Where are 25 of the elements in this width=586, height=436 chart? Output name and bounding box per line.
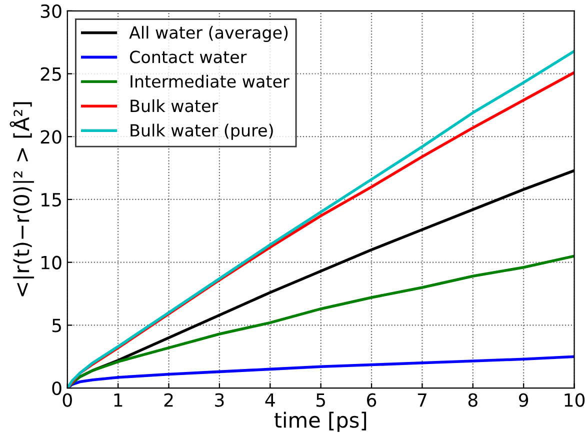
x-tick-label: 0 — [62, 393, 72, 407]
x-tick-label: 10 — [564, 393, 585, 407]
y-tick-label: 5 — [52, 318, 61, 332]
x-tick-label: 8 — [468, 393, 478, 407]
x-tick-label: 3 — [215, 393, 224, 407]
x-tick-label: 9 — [518, 393, 528, 407]
legend-label: Bulk water (pure) — [130, 124, 273, 140]
x-tick-label: 2 — [164, 393, 173, 407]
legend-label: All water (average) — [129, 26, 288, 42]
y-tick-label: 15 — [42, 193, 61, 207]
y-tick-label: 0 — [52, 382, 62, 396]
legend-label: Bulk water — [130, 99, 218, 112]
y-axis-title: <|r(t)−r(0)|² > [Å²] — [10, 102, 34, 296]
y-tick-label: 10 — [42, 256, 62, 270]
legend-label: Intermediate water — [130, 74, 290, 88]
y-tick-label: 25 — [40, 67, 61, 81]
x-tick-label: 1 — [114, 393, 122, 407]
y-tick-label: 20 — [40, 130, 62, 144]
y-tick-label: 30 — [40, 4, 62, 18]
x-tick-label: 7 — [418, 393, 426, 407]
x-axis-title: time [ps] — [274, 412, 366, 432]
x-tick-label: 4 — [265, 393, 275, 407]
legend-label: Contact water — [130, 50, 247, 64]
x-tick-label: 6 — [367, 393, 376, 407]
x-tick-label: 5 — [316, 393, 325, 407]
